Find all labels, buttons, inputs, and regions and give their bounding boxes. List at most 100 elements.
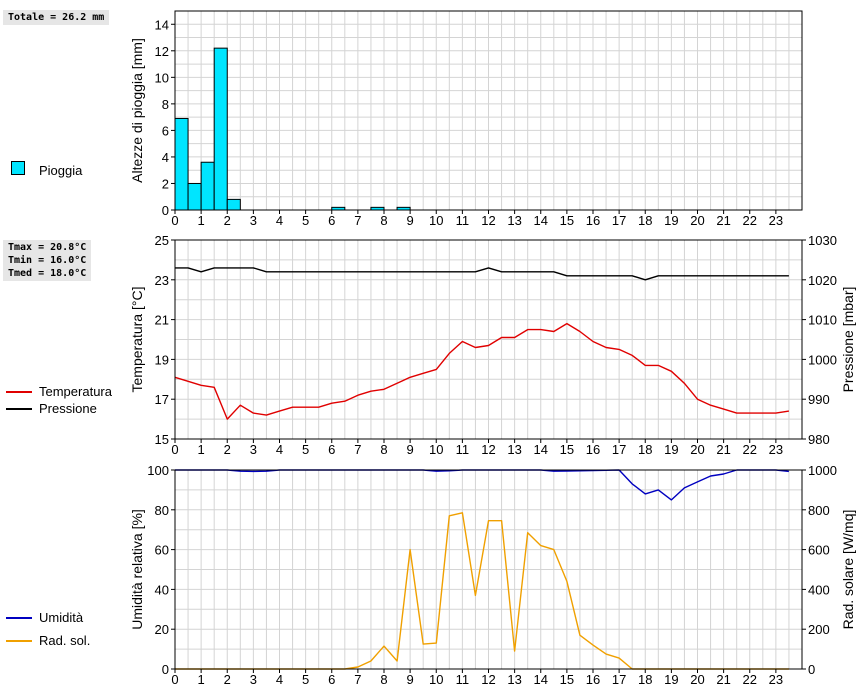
y-tick-label: 25 bbox=[155, 233, 169, 248]
chart-panel-1: 0 1 2 3 4 5 6 7 8 9 10 11 12 13 14 15 16 17 18 19 20 21 22 2302… bbox=[129, 10, 803, 228]
x-tick-label: 20 bbox=[690, 213, 704, 228]
y-tick-label: 20 bbox=[155, 622, 169, 637]
x-tick-label: 10 bbox=[429, 442, 443, 457]
y-right-tick-label: 0 bbox=[808, 662, 815, 677]
x-tick-label: 7 bbox=[354, 672, 361, 687]
x-tick-label: 12 bbox=[481, 213, 495, 228]
x-tick-label: 17 bbox=[612, 442, 626, 457]
x-tick-label: 19 bbox=[664, 213, 678, 228]
x-tick-label: 3 bbox=[250, 213, 257, 228]
x-tick-label: 23 bbox=[769, 442, 783, 457]
x-tick-label: 11 bbox=[456, 672, 470, 687]
x-tick-label: 20 bbox=[690, 672, 704, 687]
x-tick-label: 16 bbox=[586, 213, 600, 228]
y-tick-label: 10 bbox=[155, 70, 169, 85]
y-tick-label: 6 bbox=[162, 123, 169, 138]
y-tick-label: 19 bbox=[155, 352, 169, 367]
pressure-line bbox=[175, 267, 789, 281]
x-tick-label: 5 bbox=[302, 213, 309, 228]
x-tick-label: 21 bbox=[716, 672, 730, 687]
temperature-legend-label: Temperatura bbox=[39, 384, 112, 399]
temperature-legend-line bbox=[6, 391, 32, 393]
x-tick-label: 3 bbox=[250, 442, 257, 457]
x-tick-label: 9 bbox=[407, 442, 414, 457]
y-right-tick-label: 1020 bbox=[808, 273, 837, 288]
x-tick-label: 14 bbox=[534, 213, 548, 228]
solar-legend-line bbox=[6, 640, 32, 642]
rain-bar bbox=[187, 182, 202, 211]
x-tick-label: 23 bbox=[769, 213, 783, 228]
y-tick-label: 0 bbox=[162, 662, 169, 677]
y-tick-label: 12 bbox=[155, 44, 169, 59]
y-right-tick-label: 800 bbox=[808, 503, 830, 518]
x-tick-label: 22 bbox=[743, 672, 757, 687]
x-tick-label: 20 bbox=[690, 442, 704, 457]
x-tick-label: 7 bbox=[354, 213, 361, 228]
x-tick-label: 15 bbox=[560, 672, 574, 687]
x-tick-label: 9 bbox=[407, 213, 414, 228]
x-tick-label: 8 bbox=[380, 442, 387, 457]
rain-bar bbox=[200, 161, 215, 211]
x-tick-label: 3 bbox=[250, 672, 257, 687]
chart-panel-2: 0 1 2 3 4 5 6 7 8 9 10 11 12 13 14 15 16 17 18 19 20 21 22 2315… bbox=[129, 233, 856, 457]
y-tick-label: 80 bbox=[155, 503, 169, 518]
x-tick-label: 6 bbox=[328, 442, 335, 457]
x-tick-label: 16 bbox=[586, 442, 600, 457]
y-right-axis-title: Rad. solare [W/mq] bbox=[840, 510, 856, 630]
rain-total-box: Totale = 26.2 mm bbox=[3, 10, 110, 25]
solar-radiation-line bbox=[175, 512, 789, 670]
y-right-tick-label: 600 bbox=[808, 543, 830, 558]
rain-bar bbox=[226, 198, 241, 211]
x-tick-label: 4 bbox=[276, 442, 283, 457]
y-right-tick-label: 200 bbox=[808, 622, 830, 637]
rain-bar bbox=[213, 47, 228, 211]
x-tick-label: 6 bbox=[328, 213, 335, 228]
rain-legend-swatch bbox=[11, 161, 25, 175]
y-tick-label: 60 bbox=[155, 543, 169, 558]
x-tick-label: 11 bbox=[456, 213, 470, 228]
x-tick-label: 18 bbox=[638, 442, 652, 457]
x-tick-label: 12 bbox=[481, 672, 495, 687]
x-tick-label: 10 bbox=[429, 672, 443, 687]
y-axis-title: Temperatura [°C] bbox=[129, 287, 145, 393]
x-tick-label: 4 bbox=[276, 213, 283, 228]
x-tick-label: 21 bbox=[716, 213, 730, 228]
x-tick-label: 1 bbox=[198, 213, 205, 228]
x-tick-label: 4 bbox=[276, 672, 283, 687]
y-tick-label: 40 bbox=[155, 582, 169, 597]
x-tick-label: 19 bbox=[664, 442, 678, 457]
x-tick-label: 0 bbox=[171, 442, 178, 457]
y-axis-title: Altezze di pioggia [mm] bbox=[129, 38, 145, 183]
y-tick-label: 23 bbox=[155, 273, 169, 288]
x-tick-label: 13 bbox=[507, 213, 521, 228]
x-tick-label: 2 bbox=[224, 672, 231, 687]
y-right-tick-label: 1000 bbox=[808, 352, 837, 367]
y-tick-label: 17 bbox=[155, 392, 169, 407]
x-tick-label: 22 bbox=[743, 442, 757, 457]
tmed-text: Tmed = 18.0°C bbox=[8, 268, 87, 279]
x-tick-label: 18 bbox=[638, 672, 652, 687]
x-tick-label: 17 bbox=[612, 213, 626, 228]
x-tick-label: 0 bbox=[171, 672, 178, 687]
y-tick-label: 4 bbox=[162, 150, 169, 165]
x-tick-label: 11 bbox=[456, 442, 470, 457]
tmin-text: Tmin = 16.0°C bbox=[8, 255, 87, 266]
x-tick-label: 1 bbox=[198, 672, 205, 687]
rain-total-text: Totale = 26.2 mm bbox=[8, 12, 105, 23]
chart-panel-3: 0 1 2 3 4 5 6 7 8 9 10 11 12 13 14 15 16 17 18 19 20 21 22 2302… bbox=[129, 463, 856, 687]
x-tick-label: 5 bbox=[302, 672, 309, 687]
pressure-legend-line bbox=[6, 408, 32, 410]
solar-legend-label: Rad. sol. bbox=[39, 633, 91, 648]
y-right-tick-label: 990 bbox=[808, 392, 830, 407]
temperature-line bbox=[174, 322, 790, 420]
y-right-tick-label: 1030 bbox=[808, 233, 837, 248]
x-tick-label: 2 bbox=[224, 442, 231, 457]
y-tick-label: 14 bbox=[155, 17, 169, 32]
y-tick-label: 2 bbox=[162, 176, 169, 191]
x-tick-label: 18 bbox=[638, 213, 652, 228]
x-tick-label: 22 bbox=[743, 213, 757, 228]
x-tick-label: 15 bbox=[560, 442, 574, 457]
x-tick-label: 12 bbox=[481, 442, 495, 457]
temperature-stats-box: Tmax = 20.8°C Tmin = 16.0°C Tmed = 18.0°… bbox=[3, 240, 92, 281]
